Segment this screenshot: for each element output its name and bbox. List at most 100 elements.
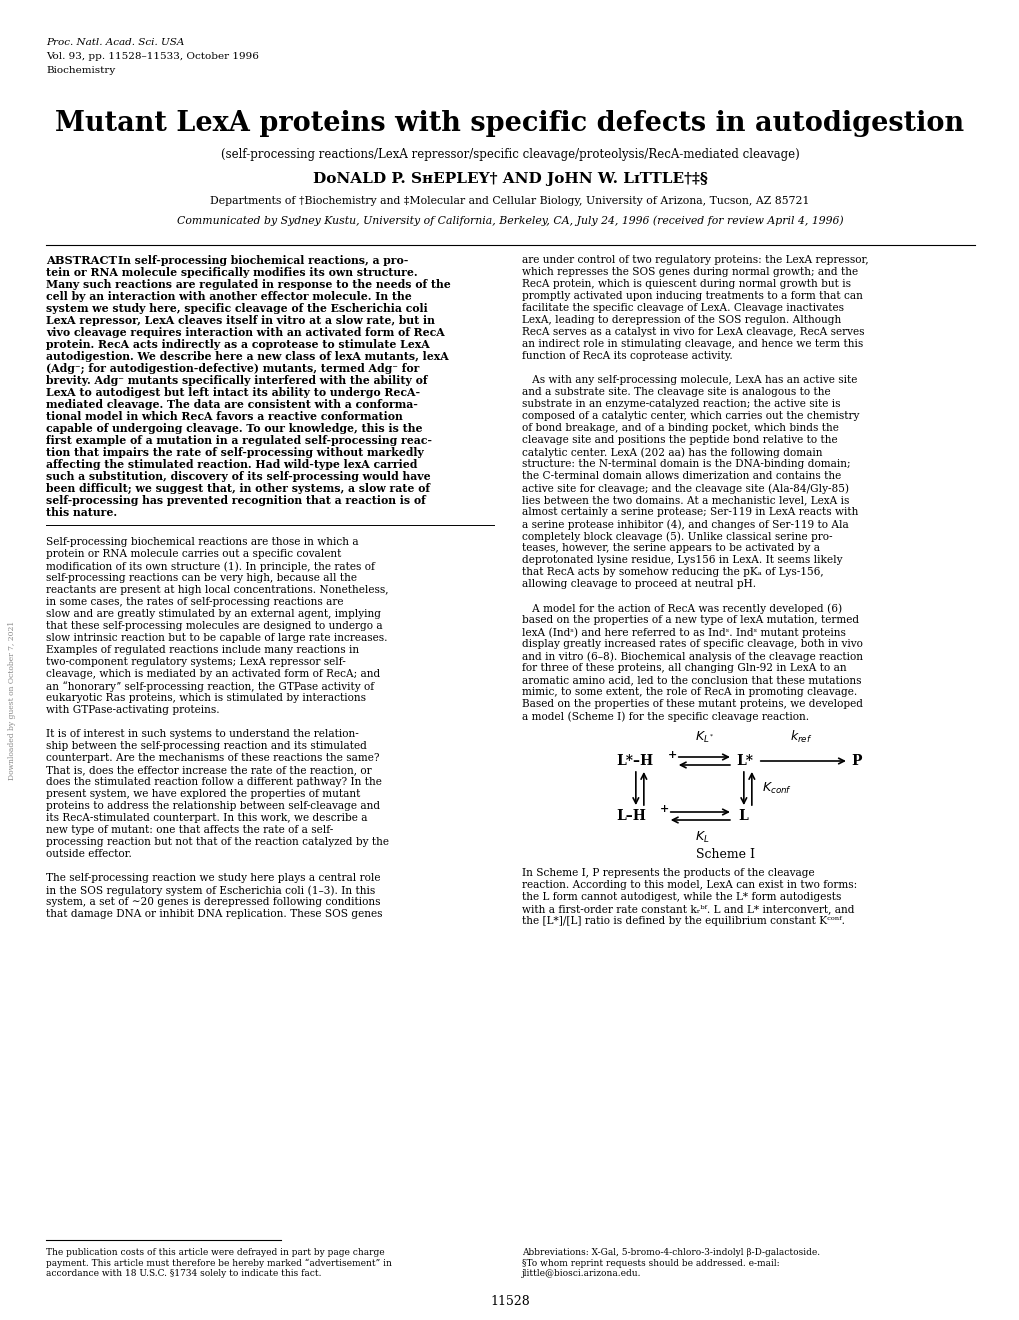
Text: the [L*]/[L] ratio is defined by the equilibrium constant ​K​ᶜᵒⁿᶠ.: the [L*]/[L] ratio is defined by the equ… [522, 916, 844, 927]
Text: with GTPase-activating proteins.: with GTPase-activating proteins. [46, 705, 219, 715]
Text: LexA repressor, LexA cleaves itself ​in vitro​ at a slow rate, but ​in: LexA repressor, LexA cleaves itself ​in … [46, 315, 434, 326]
Text: Communicated by Sydney Kustu, University of California, Berkeley, CA, July 24, 1: Communicated by Sydney Kustu, University… [176, 215, 843, 226]
Text: payment. This article must therefore be hereby marked “advertisement” in: payment. This article must therefore be … [46, 1258, 391, 1267]
Text: As with any self-processing molecule, LexA has an active site: As with any self-processing molecule, Le… [522, 375, 857, 385]
Text: allowing cleavage to proceed at neutral pH.: allowing cleavage to proceed at neutral … [522, 579, 755, 589]
Text: an “honoraryˮ self-processing reaction, the GTPase activity of: an “honoraryˮ self-processing reaction, … [46, 681, 374, 692]
Text: that damage DNA or inhibit DNA replication. These SOS genes: that damage DNA or inhibit DNA replicati… [46, 909, 382, 919]
Text: Abbreviations: X-Gal, 5-bromo-4-chloro-3-indolyl β-D-galactoside.: Abbreviations: X-Gal, 5-bromo-4-chloro-3… [522, 1247, 819, 1257]
Text: 11528: 11528 [490, 1295, 529, 1308]
Text: of bond breakage, and of a binding pocket, which binds the: of bond breakage, and of a binding pocke… [522, 422, 838, 433]
Text: modification of its own structure (1). In principle, the rates of: modification of its own structure (1). I… [46, 561, 375, 572]
Text: that RecA acts by somehow reducing the pKₐ of Lys-156,: that RecA acts by somehow reducing the p… [522, 568, 822, 577]
Text: reaction. According to this model, LexA can exist in two forms:: reaction. According to this model, LexA … [522, 880, 856, 890]
Text: L*–H: L*–H [615, 754, 652, 768]
Text: The publication costs of this article were defrayed in part by page charge: The publication costs of this article we… [46, 1247, 384, 1257]
Text: mimic, to some extent, the role of RecA in promoting cleavage.: mimic, to some extent, the role of RecA … [522, 686, 856, 697]
Text: jlittle@biosci.arizona.edu.: jlittle@biosci.arizona.edu. [522, 1269, 641, 1278]
Text: in the SOS regulatory system of ​Escherichia coli​ (1–3). In this: in the SOS regulatory system of ​Escheri… [46, 884, 375, 895]
Text: first example of a mutation in a regulated self-processing reac-: first example of a mutation in a regulat… [46, 436, 432, 446]
Text: which represses the SOS genes during normal growth; and the: which represses the SOS genes during nor… [522, 267, 857, 277]
Text: present system, we have explored the properties of mutant: present system, we have explored the pro… [46, 789, 360, 799]
Text: a serine protease inhibitor (4), and changes of Ser-119 to Ala: a serine protease inhibitor (4), and cha… [522, 519, 848, 529]
Text: structure: the N-terminal domain is the DNA-binding domain;: structure: the N-terminal domain is the … [522, 459, 850, 469]
Text: cell by an interaction with another effector molecule. In the: cell by an interaction with another effe… [46, 290, 412, 302]
Text: DᴏNALD P. SʜEPLEY† AND JᴏHN W. LɪTTLE†‡§: DᴏNALD P. SʜEPLEY† AND JᴏHN W. LɪTTLE†‡§ [312, 172, 707, 186]
Text: composed of a catalytic center, which carries out the chemistry: composed of a catalytic center, which ca… [522, 411, 859, 421]
Text: an indirect role in stimulating cleavage, and hence we term this: an indirect role in stimulating cleavage… [522, 339, 862, 348]
Text: completely block cleavage (5). Unlike classical serine pro-: completely block cleavage (5). Unlike cl… [522, 531, 832, 541]
Text: +: + [667, 748, 677, 759]
Text: function of RecA its coprotease activity.: function of RecA its coprotease activity… [522, 351, 732, 360]
Text: facilitate the specific cleavage of LexA. Cleavage inactivates: facilitate the specific cleavage of LexA… [522, 304, 843, 313]
Text: based on the properties of a new type of ​lexA​ mutation, termed: based on the properties of a new type of… [522, 615, 858, 624]
Text: $k_{ref}$: $k_{ref}$ [789, 729, 811, 744]
Text: Vol. 93, pp. 11528–11533, October 1996: Vol. 93, pp. 11528–11533, October 1996 [46, 51, 259, 61]
Text: mediated cleavage. The data are consistent with a conforma-: mediated cleavage. The data are consiste… [46, 399, 418, 411]
Text: promptly activated upon inducing treatments to a form that can: promptly activated upon inducing treatme… [522, 290, 862, 301]
Text: protein or RNA molecule carries out a specific covalent: protein or RNA molecule carries out a sp… [46, 549, 341, 558]
Text: processing reaction but not that of the reaction catalyzed by the: processing reaction but not that of the … [46, 837, 388, 847]
Text: with a first-order rate constant ​k​ᵣᵇᶠ. L and L* interconvert, and: with a first-order rate constant ​k​ᵣᵇᶠ.… [522, 904, 854, 913]
Text: eukaryotic Ras proteins, which is stimulated by interactions: eukaryotic Ras proteins, which is stimul… [46, 693, 366, 704]
Text: In self-processing biochemical reactions, a pro-: In self-processing biochemical reactions… [118, 255, 408, 267]
Text: counterpart. Are the mechanisms of these reactions the same?: counterpart. Are the mechanisms of these… [46, 752, 379, 763]
Text: been difficult; we suggest that, in other systems, a slow rate of: been difficult; we suggest that, in othe… [46, 483, 430, 494]
Text: self-processing reactions can be very high, because all the: self-processing reactions can be very hi… [46, 573, 357, 583]
Text: Many such reactions are regulated in response to the needs of the: Many such reactions are regulated in res… [46, 279, 450, 290]
Text: Scheme I: Scheme I [696, 847, 755, 861]
Text: capable of undergoing cleavage. To our knowledge, this is the: capable of undergoing cleavage. To our k… [46, 422, 422, 434]
Text: that these self-processing molecules are designed to undergo a: that these self-processing molecules are… [46, 620, 382, 631]
Text: accordance with 18 U.S.C. §1734 solely to indicate this fact.: accordance with 18 U.S.C. §1734 solely t… [46, 1269, 321, 1278]
Text: That is, does the effector increase the rate of the reaction, or: That is, does the effector increase the … [46, 766, 371, 775]
Text: Biochemistry: Biochemistry [46, 66, 115, 75]
Text: this nature.: this nature. [46, 507, 117, 517]
Text: almost certainly a serine protease; Ser-119 in LexA reacts with: almost certainly a serine protease; Ser-… [522, 507, 858, 517]
Text: +: + [659, 804, 668, 814]
Text: and a substrate site. The cleavage site is analogous to the: and a substrate site. The cleavage site … [522, 387, 829, 397]
Text: Examples of regulated reactions include many reactions in: Examples of regulated reactions include … [46, 645, 359, 655]
Text: substrate in an enzyme-catalyzed reaction; the active site is: substrate in an enzyme-catalyzed reactio… [522, 399, 840, 409]
Text: proteins to address the relationship between self-cleavage and: proteins to address the relationship bet… [46, 801, 380, 810]
Text: system, a set of ∼20 genes is derepressed following conditions: system, a set of ∼20 genes is derepresse… [46, 898, 380, 907]
Text: lies between the two domains. At a mechanistic level, LexA is: lies between the two domains. At a mecha… [522, 495, 849, 506]
Text: system we study here, specific cleavage of the ​Escherichia coli: system we study here, specific cleavage … [46, 304, 427, 314]
Text: L–H: L–H [615, 809, 645, 822]
Text: ​vivo​ cleavage requires interaction with an activated form of RecA: ​vivo​ cleavage requires interaction wit… [46, 327, 444, 338]
Text: the C-terminal domain allows dimerization and contains the: the C-terminal domain allows dimerizatio… [522, 471, 841, 480]
Text: ship between the self-processing reaction and its stimulated: ship between the self-processing reactio… [46, 741, 367, 751]
Text: tein or RNA molecule specifically modifies its own structure.: tein or RNA molecule specifically modifi… [46, 267, 417, 279]
Text: cleavage, which is mediated by an activated form of RecA; and: cleavage, which is mediated by an activa… [46, 669, 380, 678]
Text: (self-processing reactions/LexA repressor/specific cleavage/proteolysis/RecA-med: (self-processing reactions/LexA represso… [220, 148, 799, 161]
Text: protein. RecA acts indirectly as a coprotease to stimulate LexA: protein. RecA acts indirectly as a copro… [46, 339, 429, 350]
Text: L: L [737, 809, 747, 822]
Text: active site for cleavage; and the cleavage site (Ala-84/Gly-85): active site for cleavage; and the cleava… [522, 483, 848, 494]
Text: outside effector.: outside effector. [46, 849, 131, 859]
Text: ABSTRACT: ABSTRACT [46, 255, 117, 267]
Text: L*: L* [735, 754, 752, 768]
Text: brevity. Adg⁻ mutants specifically interfered with the ability of: brevity. Adg⁻ mutants specifically inter… [46, 375, 427, 385]
Text: deprotonated lysine residue, Lys156 in LexA. It seems likely: deprotonated lysine residue, Lys156 in L… [522, 554, 842, 565]
Text: are under control of two regulatory proteins: the LexA repressor,: are under control of two regulatory prot… [522, 255, 868, 265]
Text: RecA protein, which is quiescent during normal growth but is: RecA protein, which is quiescent during … [522, 279, 850, 289]
Text: LexA to autodigest but left intact its ability to undergo RecA-: LexA to autodigest but left intact its a… [46, 387, 420, 399]
Text: affecting the stimulated reaction. Had wild-type ​lexA​ carried: affecting the stimulated reaction. Had w… [46, 459, 417, 470]
Text: catalytic center. LexA (202 aa) has the following domain: catalytic center. LexA (202 aa) has the … [522, 447, 821, 458]
Text: teases, however, the serine appears to be activated by a: teases, however, the serine appears to b… [522, 543, 819, 553]
Text: does the stimulated reaction follow a different pathway? In the: does the stimulated reaction follow a di… [46, 777, 381, 787]
Text: $K_{L^*}$: $K_{L^*}$ [694, 730, 714, 744]
Text: LexA, leading to derepression of the SOS regulon. Although: LexA, leading to derepression of the SOS… [522, 315, 841, 325]
Text: new type of mutant: one that affects the rate of a self-: new type of mutant: one that affects the… [46, 825, 333, 836]
Text: RecA serves as a catalyst ​in vivo​ for LexA cleavage, RecA serves: RecA serves as a catalyst ​in vivo​ for … [522, 327, 864, 337]
Text: reactants are present at high local concentrations. Nonetheless,: reactants are present at high local conc… [46, 585, 388, 595]
Text: slow and are greatly stimulated by an external agent, implying: slow and are greatly stimulated by an ex… [46, 609, 381, 619]
Text: $K_{conf}$: $K_{conf}$ [761, 781, 791, 796]
Text: slow intrinsic reaction but to be capable of large rate increases.: slow intrinsic reaction but to be capabl… [46, 634, 387, 643]
Text: cleavage site and positions the peptide bond relative to the: cleavage site and positions the peptide … [522, 436, 837, 445]
Text: Self-processing biochemical reactions are those in which a: Self-processing biochemical reactions ar… [46, 537, 359, 546]
Text: display greatly increased rates of specific cleavage, both ​in vivo​: display greatly increased rates of speci… [522, 639, 862, 649]
Text: aromatic amino acid, led to the conclusion that these mutations: aromatic amino acid, led to the conclusi… [522, 675, 861, 685]
Text: for three of these proteins, all changing Gln-92 in LexA to an: for three of these proteins, all changin… [522, 663, 846, 673]
Text: (Adg⁻; for autodigestion-defective) mutants, termed Adg⁻ for: (Adg⁻; for autodigestion-defective) muta… [46, 363, 419, 374]
Text: two-component regulatory systems; LexA repressor self-: two-component regulatory systems; LexA r… [46, 657, 345, 667]
